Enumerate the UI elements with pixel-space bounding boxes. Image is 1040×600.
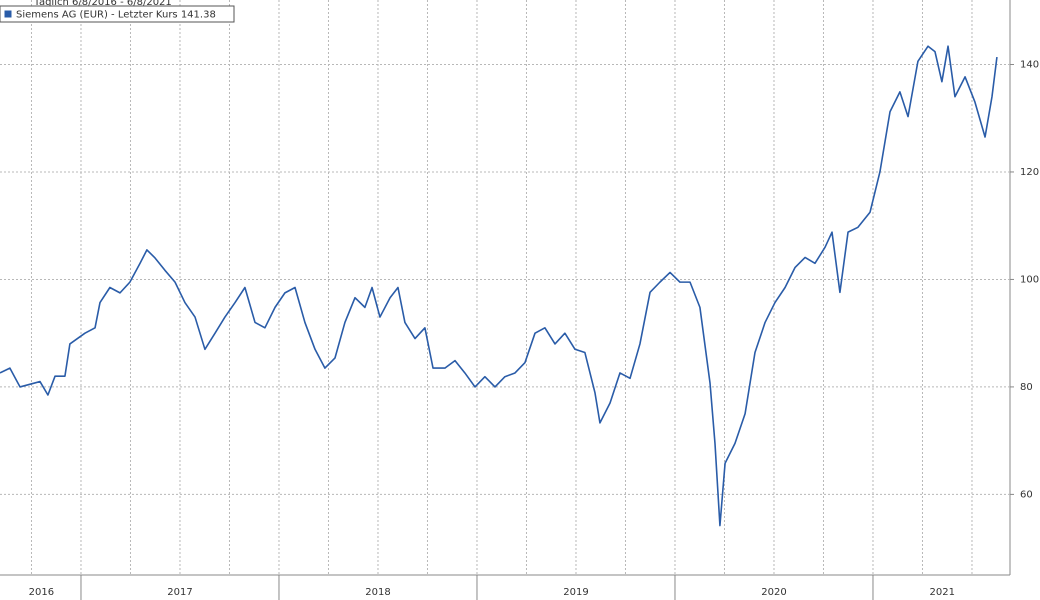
x-tick-label: 2018 (365, 587, 390, 598)
legend-box (0, 5, 235, 23)
y-tick-label: 80 (1020, 382, 1033, 393)
legend-label: Siemens AG (EUR) - Letzter Kurs 141.38 (16, 10, 216, 21)
price-line (0, 45, 998, 527)
x-tick-label: 2019 (563, 587, 588, 598)
plot-area (0, 0, 1010, 575)
y-tick-label: 140 (1020, 59, 1039, 70)
legend-swatch (3, 9, 13, 19)
x-tick-label: 2020 (761, 587, 786, 598)
chart-subtitle: Täglich 6/8/2016 - 6/8/2021 (33, 0, 172, 8)
y-tick-label: 100 (1020, 274, 1039, 285)
x-tick-label: 2016 (29, 587, 54, 598)
x-tick-label: 2017 (167, 587, 192, 598)
y-tick-label: 120 (1020, 167, 1039, 178)
y-tick-label: 60 (1020, 489, 1033, 500)
x-tick-label: 2021 (930, 587, 955, 598)
